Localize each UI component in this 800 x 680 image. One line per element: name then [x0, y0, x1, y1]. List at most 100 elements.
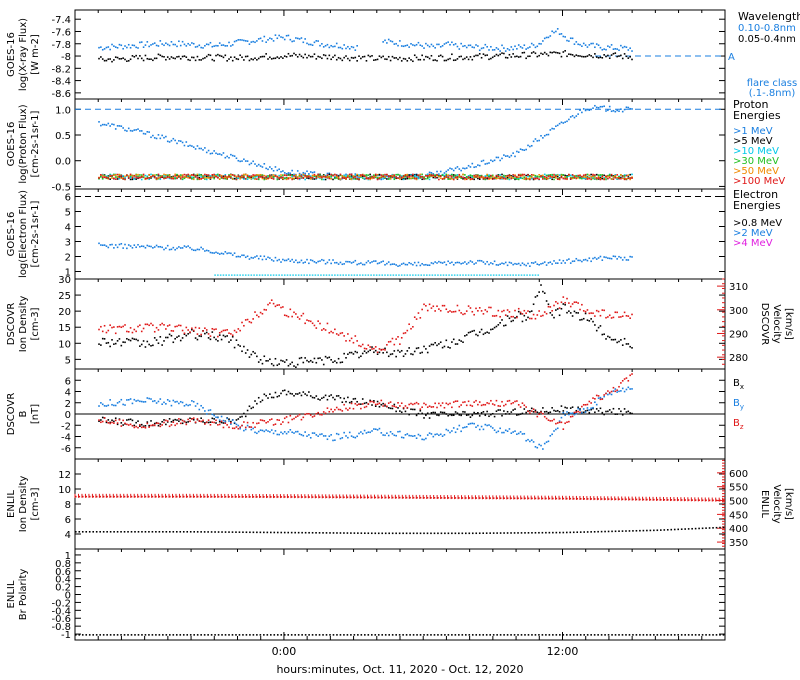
data-point	[295, 174, 297, 176]
data-point	[525, 174, 527, 177]
data-point	[471, 58, 474, 61]
data-point	[564, 178, 566, 180]
data-point	[454, 176, 457, 179]
data-point	[399, 430, 401, 433]
data-point	[157, 424, 160, 427]
data-point	[211, 331, 214, 333]
series-xray-0	[98, 28, 633, 52]
data-point	[432, 175, 435, 177]
data-point	[473, 313, 475, 316]
y-tick-label: -8	[61, 52, 71, 63]
data-point	[415, 401, 418, 404]
data-point	[116, 423, 119, 426]
data-point	[389, 274, 392, 276]
data-point	[434, 174, 436, 176]
data-point	[402, 436, 405, 439]
data-point	[454, 310, 457, 313]
data-point	[99, 531, 101, 533]
data-point	[452, 169, 455, 172]
data-point	[503, 324, 505, 327]
data-point	[582, 317, 585, 320]
data-point	[497, 54, 500, 57]
data-point	[155, 531, 157, 533]
data-point	[245, 531, 248, 534]
data-point	[146, 340, 149, 343]
data-point	[116, 125, 119, 127]
data-point	[172, 43, 175, 46]
data-point	[365, 175, 368, 177]
data-point	[318, 532, 321, 534]
data-point	[280, 56, 282, 58]
data-point	[490, 159, 492, 162]
data-point	[155, 177, 158, 180]
data-point	[226, 176, 228, 178]
data-point	[157, 177, 160, 179]
data-point	[326, 174, 329, 176]
data-point	[239, 274, 241, 276]
data-point	[315, 434, 318, 436]
data-point	[627, 174, 630, 177]
data-point	[428, 264, 431, 267]
data-point	[214, 495, 216, 498]
data-point	[196, 173, 199, 176]
y-axis-label: [nT]	[30, 404, 41, 424]
data-point	[601, 105, 604, 108]
data-point	[198, 327, 201, 329]
data-point	[631, 108, 633, 110]
data-point	[324, 355, 327, 358]
data-point	[510, 176, 513, 178]
data-point	[527, 438, 529, 441]
data-point	[109, 324, 111, 326]
data-point	[402, 176, 405, 179]
data-point	[189, 495, 192, 498]
data-point	[339, 332, 342, 335]
data-point	[371, 177, 373, 180]
data-point	[198, 177, 201, 180]
data-point	[278, 174, 280, 177]
data-point	[410, 408, 412, 411]
data-point	[488, 174, 490, 176]
data-point	[267, 360, 269, 362]
data-point	[202, 174, 204, 177]
data-point	[436, 414, 438, 416]
data-point	[287, 531, 290, 534]
data-point	[486, 260, 488, 263]
data-point	[398, 496, 401, 499]
data-point	[181, 419, 184, 422]
data-point	[627, 106, 630, 109]
data-point	[705, 527, 707, 529]
data-point	[118, 400, 121, 403]
data-point	[109, 178, 111, 180]
data-point	[278, 433, 280, 436]
data-point	[437, 497, 439, 499]
data-point	[495, 176, 498, 179]
data-point	[127, 330, 130, 333]
data-point	[181, 141, 184, 144]
data-point	[259, 429, 262, 431]
data-point	[269, 56, 271, 59]
data-point	[599, 314, 602, 317]
data-point	[406, 59, 409, 62]
data-point	[283, 417, 286, 420]
data-point	[192, 176, 195, 179]
data-point	[252, 174, 254, 176]
data-point	[499, 315, 501, 318]
data-point	[350, 178, 353, 181]
data-point	[217, 173, 219, 176]
data-point	[497, 309, 500, 312]
data-point	[207, 409, 210, 412]
data-point	[293, 311, 295, 314]
data-point	[579, 308, 581, 311]
data-point	[341, 59, 344, 62]
data-point	[155, 178, 158, 180]
data-point	[467, 305, 470, 307]
data-point	[278, 395, 280, 397]
data-point	[259, 255, 262, 257]
data-point	[352, 407, 355, 410]
data-point	[547, 54, 550, 57]
data-point	[512, 48, 514, 51]
data-point	[612, 176, 615, 178]
data-point	[213, 421, 215, 424]
data-point	[412, 173, 414, 176]
data-point	[168, 324, 171, 326]
